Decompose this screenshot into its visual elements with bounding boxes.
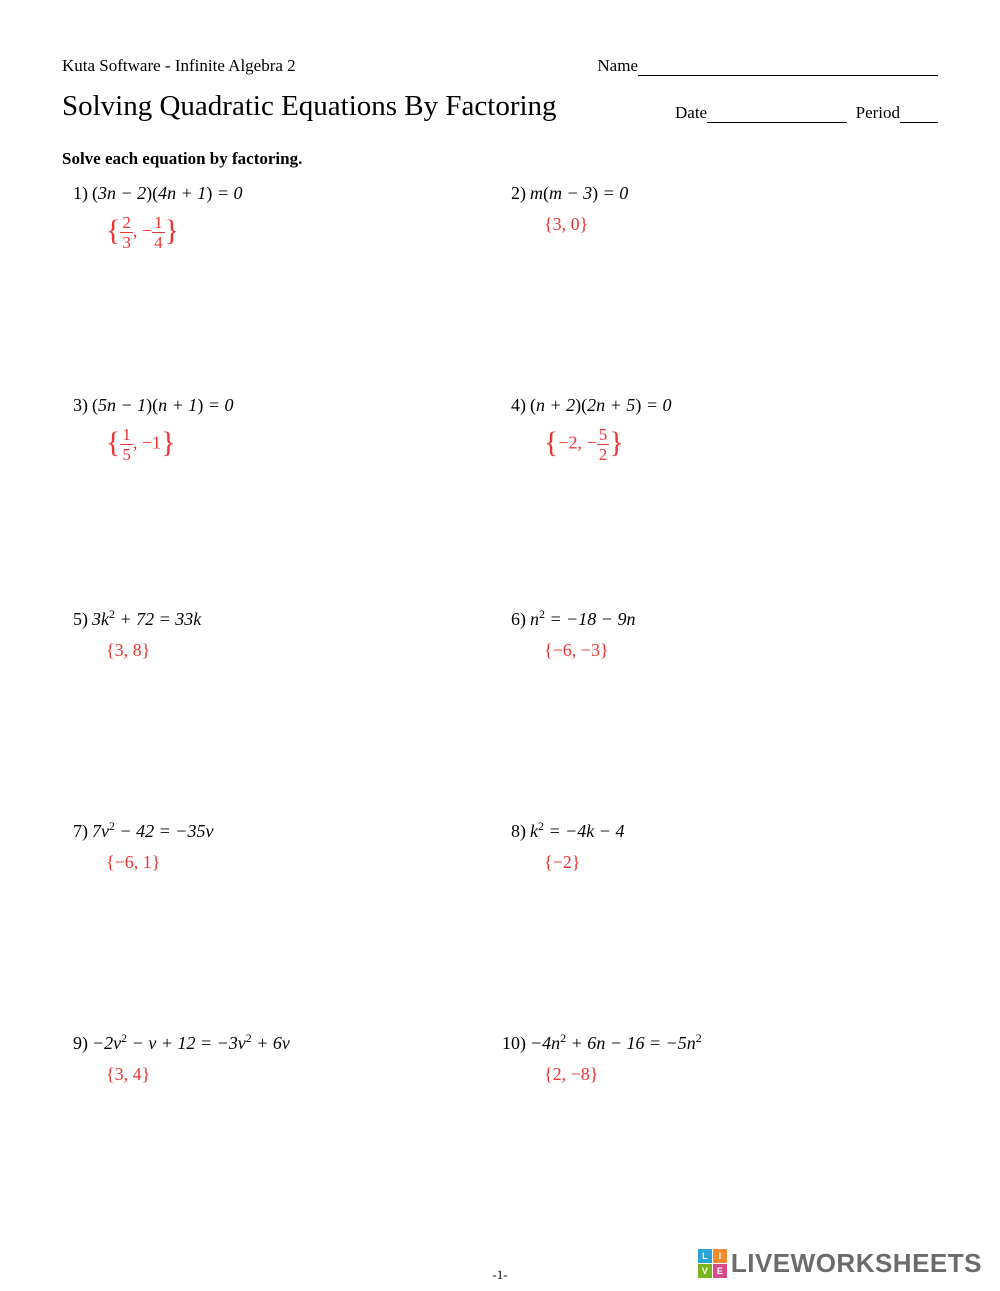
software-label: Kuta Software - Infinite Algebra 2 bbox=[62, 56, 296, 76]
instruction: Solve each equation by factoring. bbox=[62, 149, 938, 169]
answer: {3, 0} bbox=[544, 214, 938, 235]
answer: {3, 4} bbox=[106, 1064, 500, 1085]
problem-number: 6) bbox=[500, 609, 526, 630]
answer: {3, 8} bbox=[106, 640, 500, 661]
problem: 7)7v2 − 42 = −35v {−6, 1} bbox=[62, 819, 500, 1031]
answer: {2, −8} bbox=[544, 1064, 938, 1085]
problem-number: 3) bbox=[62, 395, 88, 416]
equation: 7v2 − 42 = −35v bbox=[92, 821, 213, 841]
problems-grid: 1)(3n − 2)(4n + 1) = 0 {23, −14}2)m(m − 3… bbox=[62, 183, 938, 1243]
problem-number: 4) bbox=[500, 395, 526, 416]
watermark-logo: LIVE bbox=[698, 1249, 727, 1278]
equation: (n + 2)(2n + 5) = 0 bbox=[530, 395, 671, 415]
answer: {−6, 1} bbox=[106, 852, 500, 873]
problem-number: 8) bbox=[500, 821, 526, 842]
answer: {−2, −52} bbox=[544, 426, 938, 463]
answer: {23, −14} bbox=[106, 214, 500, 251]
problem-number: 5) bbox=[62, 609, 88, 630]
problem-number: 9) bbox=[62, 1033, 88, 1054]
equation: m(m − 3) = 0 bbox=[530, 183, 628, 203]
problem: 5)3k2 + 72 = 33k {3, 8} bbox=[62, 607, 500, 819]
problem: 10)−4n2 + 6n − 16 = −5n2 {2, −8} bbox=[500, 1031, 938, 1243]
equation: (3n − 2)(4n + 1) = 0 bbox=[92, 183, 242, 203]
equation: n2 = −18 − 9n bbox=[530, 609, 635, 629]
name-field: Name bbox=[597, 56, 938, 76]
equation: −2v2 − v + 12 = −3v2 + 6v bbox=[92, 1033, 290, 1053]
problem: 1)(3n − 2)(4n + 1) = 0 {23, −14} bbox=[62, 183, 500, 395]
problem: 3)(5n − 1)(n + 1) = 0 {15, −1} bbox=[62, 395, 500, 607]
answer: {15, −1} bbox=[106, 426, 500, 463]
watermark: LIVE LIVEWORKSHEETS bbox=[698, 1248, 982, 1279]
problem-number: 1) bbox=[62, 183, 88, 204]
watermark-text: LIVEWORKSHEETS bbox=[731, 1248, 982, 1279]
answer: {−6, −3} bbox=[544, 640, 938, 661]
equation: −4n2 + 6n − 16 = −5n2 bbox=[530, 1033, 702, 1053]
problem-number: 10) bbox=[500, 1033, 526, 1054]
problem-number: 7) bbox=[62, 821, 88, 842]
answer: {−2} bbox=[544, 852, 938, 873]
problem-number: 2) bbox=[500, 183, 526, 204]
problem: 9)−2v2 − v + 12 = −3v2 + 6v {3, 4} bbox=[62, 1031, 500, 1243]
problem: 6)n2 = −18 − 9n {−6, −3} bbox=[500, 607, 938, 819]
equation: 3k2 + 72 = 33k bbox=[92, 609, 201, 629]
equation: (5n − 1)(n + 1) = 0 bbox=[92, 395, 233, 415]
problem: 2)m(m − 3) = 0 {3, 0} bbox=[500, 183, 938, 395]
page-title: Solving Quadratic Equations By Factoring bbox=[62, 90, 557, 123]
date-period: Date Period bbox=[675, 103, 938, 123]
problem: 8)k2 = −4k − 4 {−2} bbox=[500, 819, 938, 1031]
problem: 4)(n + 2)(2n + 5) = 0 {−2, −52} bbox=[500, 395, 938, 607]
equation: k2 = −4k − 4 bbox=[530, 821, 624, 841]
